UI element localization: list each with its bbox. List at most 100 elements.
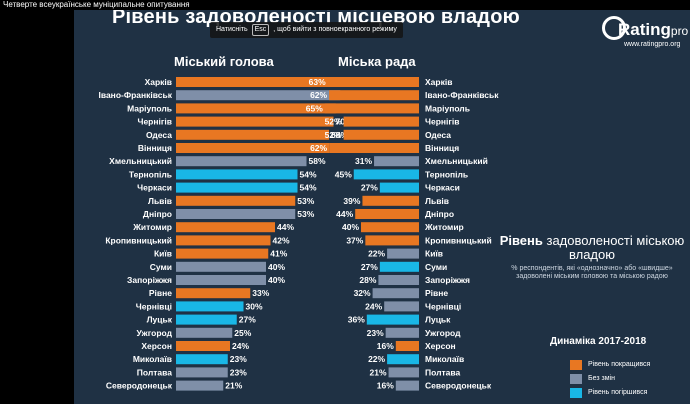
logo-circle-icon (602, 16, 626, 40)
council-value-label: 62% (310, 90, 327, 100)
mayor-value-label: 30% (246, 301, 263, 311)
council-city-label: Черкаси (425, 183, 460, 193)
mayor-value-label: 58% (309, 156, 326, 166)
council-bar (384, 301, 419, 312)
mayor-bar (176, 327, 233, 338)
toast-text-after: , щоб вийти з повноекранного режиму (273, 26, 397, 33)
mayor-bar (176, 288, 251, 299)
presentation-slide: Рівень задоволеності місцевою владою Rat… (74, 10, 690, 404)
council-value-label: 31% (355, 156, 372, 166)
council-bar (388, 367, 419, 378)
council-bar (343, 116, 419, 127)
council-value-label: 40% (342, 222, 359, 232)
council-bar (395, 341, 419, 351)
mayor-city-label: Львів (148, 196, 172, 206)
council-city-label: Житомир (424, 222, 464, 232)
mayor-city-label: Вінниця (138, 143, 172, 153)
legend-label-unchanged: Без змін (588, 375, 615, 382)
mayor-bar (176, 367, 228, 378)
council-city-label: Львів (425, 196, 449, 206)
side-title-bold: Рівень (499, 233, 543, 248)
logo-suffix: pro (670, 24, 689, 38)
mayor-value-label: 33% (252, 288, 269, 298)
mayor-value-label: 54% (300, 169, 317, 179)
council-bar (378, 275, 419, 285)
council-value-label: 44% (336, 209, 353, 219)
legend-swatch-improved (570, 360, 582, 370)
council-value-label: 37% (346, 235, 363, 245)
mayor-bar (176, 116, 334, 127)
council-bar (329, 143, 419, 153)
logo-brand: Rating (618, 20, 671, 39)
mayor-city-label: Полтава (137, 367, 172, 377)
council-bar (387, 354, 419, 365)
council-bar (374, 156, 419, 167)
mayor-value-label: 42% (273, 235, 290, 245)
mayor-city-label: Маріуполь (127, 103, 172, 113)
esc-key-hint[interactable]: Esc (251, 24, 270, 36)
mayor-city-label: Чернівці (136, 301, 172, 311)
council-value-label: 45% (335, 169, 352, 179)
council-city-label: Полтава (425, 367, 460, 377)
council-city-label: Миколаїв (425, 354, 464, 364)
council-bar (361, 222, 419, 233)
mayor-bar (176, 195, 296, 206)
council-city-label: Луцьк (425, 315, 451, 325)
council-bar (366, 314, 419, 325)
mayor-bar (176, 380, 224, 391)
council-city-label: Одеса (425, 130, 451, 140)
council-value-label: 52% (325, 117, 342, 127)
fullscreen-exit-toast: Натисніть Esc , щоб вийти з повноекранно… (210, 22, 403, 38)
mayor-city-label: Запоріжжя (127, 275, 172, 285)
council-bar (387, 248, 419, 259)
mayor-city-label: Київ (154, 249, 172, 259)
mayor-value-label: 23% (230, 367, 247, 377)
mayor-value-label: 21% (225, 381, 242, 391)
council-city-label: Хмельницький (425, 156, 488, 166)
mayor-city-label: Кропивницький (105, 235, 172, 245)
mayor-bar (176, 341, 230, 351)
mayor-bar (176, 129, 329, 140)
mayor-city-label: Івано-Франківськ (98, 90, 172, 100)
council-bar (379, 261, 419, 272)
mayor-city-label: Одеса (146, 130, 172, 140)
council-city-label: Тернопіль (425, 169, 468, 179)
mayor-bar (176, 169, 298, 180)
mayor-bar (176, 182, 298, 193)
mayor-bar (176, 261, 266, 272)
council-city-label: Маріуполь (425, 103, 470, 113)
council-value-label: 23% (367, 328, 384, 338)
mayor-city-label: Тернопіль (129, 169, 172, 179)
mayor-city-label: Миколаїв (133, 354, 172, 364)
council-city-label: Северодонецьк (425, 381, 492, 391)
satisfaction-bar-charts: Харків75%Івано-Франківськ73%Маріуполь71%… (98, 77, 499, 391)
council-value-label: 24% (365, 301, 382, 311)
mayor-bar (176, 275, 266, 285)
mayor-city-label: Луцьк (147, 315, 173, 325)
council-city-label: Харків (425, 77, 452, 87)
council-city-label: Херсон (425, 341, 456, 351)
mayor-city-label: Дніпро (143, 209, 172, 219)
mayor-city-label: Северодонецьк (106, 381, 173, 391)
mayor-value-label: 25% (234, 328, 251, 338)
council-city-label: Суми (425, 262, 447, 272)
council-bar (327, 77, 419, 87)
mayor-value-label: 23% (230, 354, 247, 364)
council-bar (362, 195, 419, 206)
council-city-label: Чернівці (425, 301, 461, 311)
mayor-value-label: 68% (331, 130, 348, 140)
mayor-value-label: 53% (297, 209, 314, 219)
dynamics-title: Динаміка 2017-2018 (550, 336, 647, 347)
legend-label-improved: Рівень покращився (588, 361, 651, 368)
council-city-label: Ужгород (425, 328, 461, 338)
mayor-bar (176, 222, 275, 233)
council-city-label: Івано-Франківськ (425, 90, 499, 100)
mayor-value-label: 41% (270, 249, 287, 259)
side-title: Рівень задоволеності міською владою (494, 234, 690, 262)
council-value-label: 39% (343, 196, 360, 206)
council-city-label: Дніпро (425, 209, 454, 219)
council-value-label: 16% (377, 341, 394, 351)
council-column-header: Міська рада (338, 54, 416, 69)
mayor-city-label: Харків (145, 77, 172, 87)
council-city-label: Запоріжжя (425, 275, 470, 285)
